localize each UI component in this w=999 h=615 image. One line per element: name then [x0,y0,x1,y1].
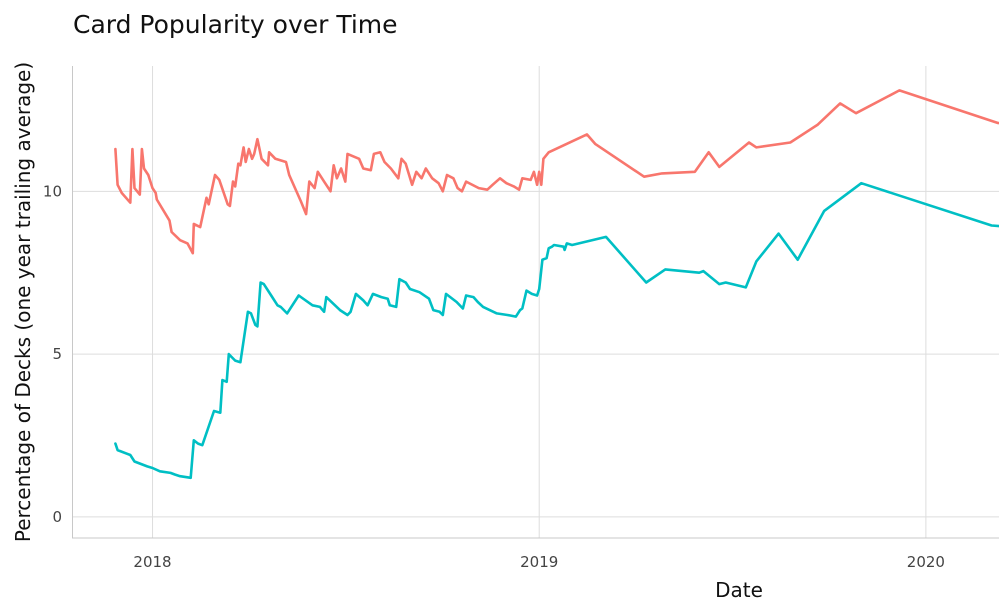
y-tick-label: 5 [52,345,62,363]
x-tick-label: 2018 [133,553,171,571]
y-axis-label: Percentage of Decks (one year trailing a… [11,62,35,542]
x-gridlines [152,66,927,538]
series-layer [114,89,999,480]
x-tick-labels: 2018 2019 2020 [133,553,945,571]
x-tick-label: 2019 [520,553,558,571]
x-axis-label: Date [715,578,763,602]
series-line-1 [114,89,999,255]
chart-title: Card Popularity over Time [73,10,398,39]
y-tick-labels: 0 5 10 [43,182,62,526]
x-tick-label: 2020 [907,553,945,571]
series-line-2 [114,181,999,480]
y-tick-label: 10 [43,182,62,200]
y-tick-label: 0 [52,508,62,526]
y-gridlines [72,190,999,518]
